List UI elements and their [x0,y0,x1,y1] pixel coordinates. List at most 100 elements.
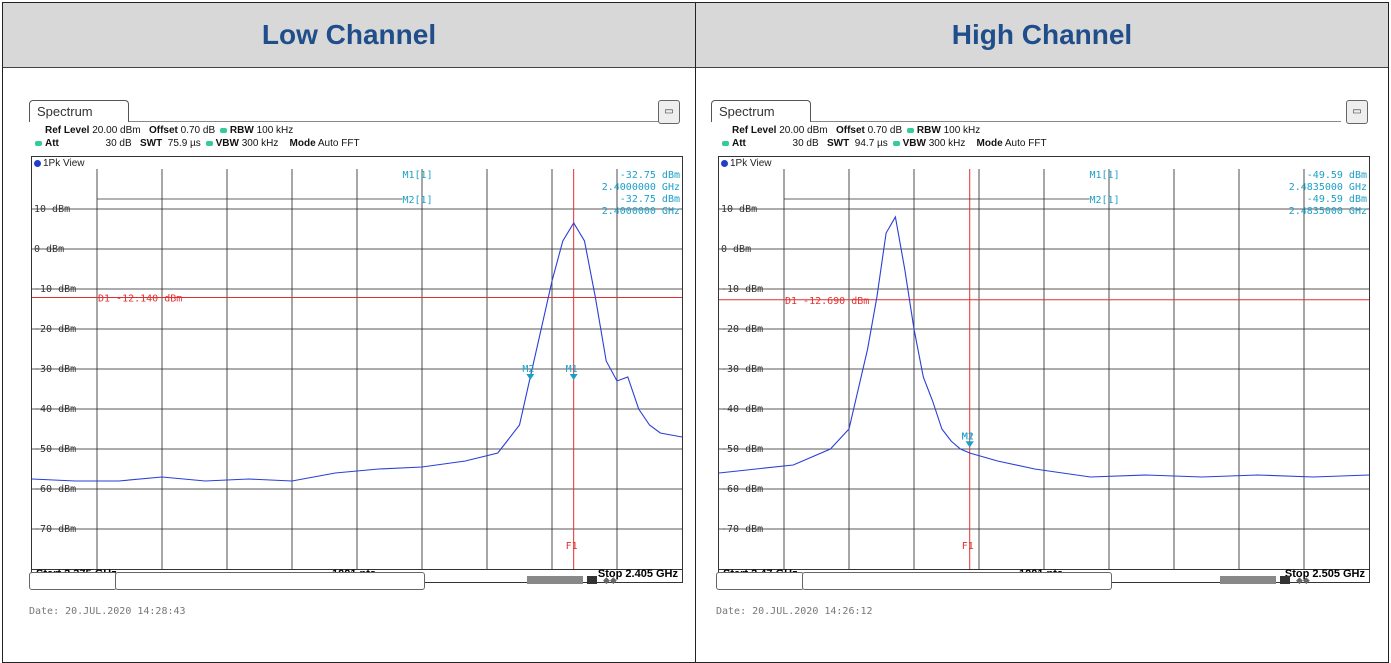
readout-m1-value: -49.59 dBm [1307,170,1367,181]
att-value: 30 dB [792,138,819,149]
y-tick-label: 10 dBm [721,204,757,215]
rbw-label: RBW [229,125,254,136]
ref-level-value: 20.00 dBm [779,125,828,136]
trace-line [718,215,1370,478]
view-label: 1Pk View [721,158,772,169]
status-block-icon [1280,576,1290,584]
vbw-indicator-icon [892,140,900,146]
spectrum-plot: 1Pk View 10 dBm 0 dBm -10 dBm -20 dBm -30 dB… [31,156,683,570]
panel-high-channel: Spectrum ▭ Ref Level 20.00 dBm Offset 0.… [696,68,1387,662]
timestamp: Date: 20.JUL.2020 14:26:12 [716,606,873,617]
readout-m2-value: -49.59 dBm [1307,194,1367,205]
d1-label: D1 -12.690 dBm [785,296,869,307]
trace-dot-icon [721,159,728,167]
rbw-indicator-icon [906,127,914,133]
att-label: Att [732,138,746,149]
swt-value: 94.7 µs [854,138,888,149]
y-tick-label: -30 dBm [34,364,76,375]
swt-label: SWT [827,138,850,149]
column-divider [695,3,696,662]
d1-label: D1 -12.140 dBm [98,294,182,305]
marker-triangle [526,374,535,380]
vbw-label: VBW [902,138,926,149]
rbw-value: 100 kHz [256,125,294,136]
spectrum-tab[interactable]: Spectrum [29,100,129,122]
readout-m2-freq: 2.4835000 GHz [1289,206,1367,217]
offset-label: Offset [835,125,865,136]
readout-m1-freq: 2.4000000 GHz [602,182,680,193]
y-tick-label: -20 dBm [721,324,763,335]
marker-label: M2 [522,364,534,375]
mode-value: Auto FFT [317,138,360,149]
vbw-indicator-icon [205,140,213,146]
params-row1: Ref Level 20.00 dBm Offset 0.70 dB RBW 1… [45,125,293,136]
mode-label: Mode [289,138,316,149]
y-tick-label: -30 dBm [721,364,763,375]
tab-underline [129,121,659,122]
mode-label: Mode [976,138,1003,149]
header-low-channel: Low Channel [3,3,695,68]
y-tick-label: -10 dBm [34,284,76,295]
spectrum-tab[interactable]: Spectrum [711,100,811,122]
swt-value: 75.9 µs [167,138,201,149]
chart-svg: 10 dBm 0 dBm -10 dBm -20 dBm -30 dBm -40 dBm -… [31,169,683,569]
marker-triangle [965,441,974,448]
readout-m2-value: -32.75 dBm [620,194,680,205]
f1-label: F1 [962,541,974,552]
status-field-2 [115,572,425,590]
y-tick-label: -50 dBm [721,444,763,455]
y-tick-label: -70 dBm [721,524,763,535]
vbw-value: 300 kHz [928,138,966,149]
status-progress-icon [527,576,583,584]
status-field-1 [29,572,117,590]
y-tick-label: 0 dBm [721,244,751,255]
trace-dot-icon [34,159,41,167]
params-row2: Att 30 dB SWT 94.7 µs VBW 300 kHz Mode A… [720,138,1047,149]
marker-label: M1 [962,431,974,442]
readout-m2-freq: 2.4000000 GHz [602,206,680,217]
y-tick-label: -10 dBm [721,284,763,295]
status-glyph-icon: ◆◆ [1296,575,1310,585]
view-label: 1Pk View [34,158,85,169]
status-block-icon [587,576,597,584]
y-tick-label: -50 dBm [34,444,76,455]
ref-level-label: Ref Level [45,125,90,136]
offset-value: 0.70 dB [867,125,903,136]
offset-label: Offset [148,125,178,136]
y-tick-label: -60 dBm [34,484,76,495]
y-tick-label: -20 dBm [34,324,76,335]
att-label: Att [45,138,59,149]
status-field-1 [716,572,804,590]
preset-icon[interactable]: ▭ [1346,100,1368,124]
mode-value: Auto FFT [1004,138,1047,149]
rbw-indicator-icon [219,127,227,133]
view-text: 1Pk View [43,158,85,169]
status-field-2 [802,572,1112,590]
y-tick-label: 10 dBm [34,204,70,215]
ref-level-value: 20.00 dBm [92,125,141,136]
params-row2: Att 30 dB SWT 75.9 µs VBW 300 kHz Mode A… [33,138,360,149]
timestamp: Date: 20.JUL.2020 14:28:43 [29,606,186,617]
marker-label: M2 [962,431,974,442]
att-indicator-icon [722,140,729,146]
vbw-value: 300 kHz [241,138,279,149]
readout-m1-freq: 2.4835000 GHz [1289,182,1367,193]
offset-value: 0.70 dB [180,125,216,136]
y-tick-label: -40 dBm [721,404,763,415]
readout-m2-label: M2[1] [403,195,433,206]
view-text: 1Pk View [730,158,772,169]
spectrum-plot: 1Pk View 10 dBm 0 dBm -10 dBm -20 dBm -30 dB… [718,156,1370,570]
panel-low-channel: Spectrum ▭ Ref Level 20.00 dBm Offset 0.… [3,68,694,662]
readout-m2-label: M2[1] [1090,195,1120,206]
status-progress-icon [1220,576,1276,584]
y-tick-label: -60 dBm [721,484,763,495]
readout-m1-value: -32.75 dBm [620,170,680,181]
preset-icon[interactable]: ▭ [658,100,680,124]
tab-underline [811,121,1341,122]
y-tick-label: 0 dBm [34,244,64,255]
marker-triangle [569,374,578,380]
chart-svg: 10 dBm 0 dBm -10 dBm -20 dBm -30 dBm -40 dBm -… [718,169,1370,569]
status-glyph-icon: ◆◆ [603,575,617,585]
readout-m1-label: M1[1] [403,170,433,181]
